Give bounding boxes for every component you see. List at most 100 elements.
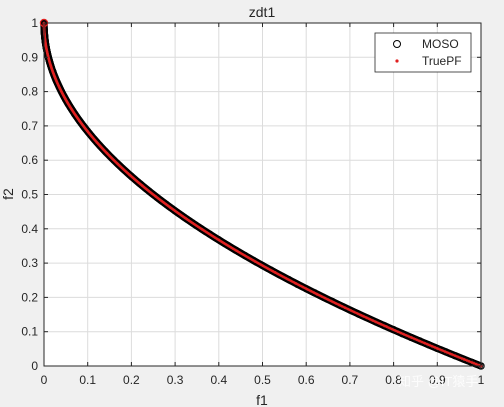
moso-point bbox=[311, 289, 319, 297]
moso-point bbox=[127, 172, 136, 180]
legend-label-truepf: TruePF bbox=[422, 54, 462, 68]
moso-point bbox=[84, 127, 92, 136]
series-truepf bbox=[39, 18, 483, 368]
moso-point bbox=[424, 341, 433, 349]
moso-point bbox=[66, 103, 74, 111]
truepf-point bbox=[361, 314, 364, 318]
y-tick-label: 0.2 bbox=[21, 290, 38, 304]
truepf-point bbox=[273, 271, 277, 274]
legend-marker-truepf bbox=[395, 59, 399, 63]
truepf-point bbox=[200, 227, 204, 231]
y-tick-label: 0.1 bbox=[21, 325, 38, 339]
series-layer bbox=[39, 18, 485, 370]
moso-point bbox=[119, 164, 127, 173]
legend-marker-moso bbox=[393, 40, 401, 48]
y-tick-label: 0.4 bbox=[21, 222, 38, 236]
truepf-point bbox=[53, 75, 57, 79]
moso-point bbox=[250, 257, 258, 265]
truepf-point bbox=[116, 162, 120, 166]
x-tick-label: 1 bbox=[478, 373, 485, 387]
moso-point bbox=[197, 225, 205, 233]
truepf-point bbox=[385, 325, 388, 328]
y-tick-label: 0.6 bbox=[21, 153, 38, 167]
x-tick-label: 0 bbox=[41, 373, 48, 387]
moso-point bbox=[162, 200, 171, 209]
moso-point bbox=[451, 352, 459, 360]
truepf-point bbox=[128, 173, 131, 177]
moso-point bbox=[389, 325, 398, 334]
moso-point bbox=[70, 110, 79, 118]
truepf-point bbox=[58, 86, 62, 90]
moso-point bbox=[206, 230, 214, 238]
moso-point bbox=[55, 83, 63, 91]
x-tick-label: 0.3 bbox=[167, 373, 184, 387]
x-tick-label: 0.6 bbox=[298, 373, 315, 387]
truepf-point bbox=[154, 195, 158, 198]
watermark: 知乎 @IT猿手 bbox=[398, 374, 478, 389]
moso-point bbox=[180, 213, 188, 221]
truepf-point bbox=[105, 151, 109, 155]
moso-point bbox=[267, 266, 275, 274]
truepf-point bbox=[46, 54, 50, 57]
y-tick-label: 0.9 bbox=[21, 50, 38, 64]
x-tick-label: 0.9 bbox=[429, 373, 446, 387]
moso-point bbox=[57, 87, 66, 96]
moso-point bbox=[101, 147, 109, 155]
y-tick-label: 1 bbox=[31, 16, 38, 30]
x-tick-label: 0.5 bbox=[254, 373, 271, 387]
y-tick-label: 0 bbox=[31, 359, 38, 373]
moso-point bbox=[241, 251, 249, 260]
moso-point bbox=[145, 187, 153, 195]
x-tick-label: 0.2 bbox=[123, 373, 140, 387]
legend-label-moso: MOSO bbox=[422, 37, 459, 51]
moso-point bbox=[459, 355, 468, 363]
truepf-point bbox=[436, 347, 439, 350]
truepf-point bbox=[64, 97, 67, 101]
moso-point bbox=[328, 297, 337, 306]
moso-point bbox=[258, 261, 267, 270]
y-axis-label: f2 bbox=[0, 188, 16, 200]
truepf-point bbox=[70, 108, 74, 112]
legend: MOSO TruePF bbox=[374, 32, 472, 73]
truepf-point bbox=[462, 357, 466, 361]
moso-point bbox=[79, 122, 87, 130]
moso-point bbox=[53, 78, 61, 86]
y-tick-label: 0.7 bbox=[21, 119, 38, 133]
ticks: 0 0.1 0.2 0.3 0.4 0.5 0.6 0.7 0.8 0.9 1 0 0.1 0.2 0.3 0… bbox=[21, 16, 484, 387]
y-tick-label: 0.5 bbox=[21, 188, 38, 202]
moso-point bbox=[171, 207, 179, 215]
moso-point bbox=[75, 116, 83, 124]
x-tick-label: 0.4 bbox=[210, 373, 227, 387]
y-tick-label: 0.3 bbox=[21, 256, 38, 270]
moso-point bbox=[398, 330, 406, 338]
x-tick-label: 0.7 bbox=[342, 373, 359, 387]
moso-point bbox=[92, 138, 101, 146]
moso-point bbox=[293, 280, 302, 289]
truepf-point bbox=[86, 130, 89, 133]
truepf-point bbox=[168, 206, 172, 209]
moso-point bbox=[136, 180, 144, 188]
moso-point bbox=[372, 318, 380, 326]
y-tick-label: 0.8 bbox=[21, 85, 38, 99]
chart-title: zdt1 bbox=[249, 4, 276, 20]
moso-point bbox=[302, 285, 310, 293]
moso-point bbox=[215, 236, 223, 244]
truepf-point bbox=[338, 303, 341, 307]
truepf-point bbox=[184, 216, 187, 220]
truepf-point bbox=[235, 249, 239, 253]
moso-point bbox=[320, 293, 328, 302]
truepf-point bbox=[78, 119, 81, 123]
truepf-point bbox=[294, 282, 298, 285]
moso-point bbox=[285, 275, 293, 284]
x-axis-label: f1 bbox=[256, 392, 268, 407]
truepf-point bbox=[141, 184, 144, 187]
moso-point bbox=[110, 156, 118, 164]
truepf-point bbox=[95, 141, 99, 144]
moso-point bbox=[153, 194, 162, 202]
truepf-point bbox=[44, 43, 48, 46]
truepf-point bbox=[217, 238, 221, 242]
legend-box bbox=[374, 32, 472, 73]
moso-point bbox=[62, 96, 70, 104]
moso-point bbox=[276, 271, 284, 279]
